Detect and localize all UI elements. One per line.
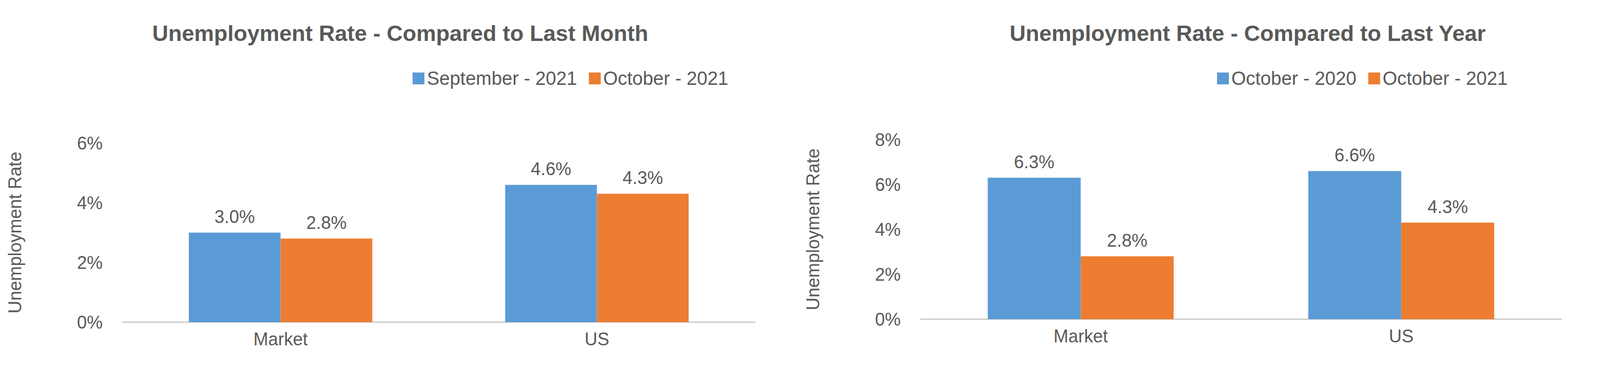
svg-text:4%: 4% xyxy=(76,192,103,214)
svg-text:2.8%: 2.8% xyxy=(1106,230,1148,251)
svg-text:4.3%: 4.3% xyxy=(1427,196,1468,218)
svg-text:2%: 2% xyxy=(76,252,103,273)
svg-text:Unemployment Rate: Unemployment Rate xyxy=(802,148,824,311)
svg-text:US: US xyxy=(584,329,610,350)
svg-text:3.0%: 3.0% xyxy=(214,206,256,228)
svg-text:Unemployment Rate - Compared t: Unemployment Rate - Compared to Last Mon… xyxy=(152,20,648,46)
svg-text:October - 2020: October - 2020 xyxy=(1231,68,1357,89)
svg-text:October - 2021: October - 2021 xyxy=(603,68,728,89)
svg-text:0%: 0% xyxy=(875,309,901,330)
svg-text:October - 2021: October - 2021 xyxy=(1382,68,1508,89)
svg-text:4%: 4% xyxy=(875,219,901,240)
svg-text:6.3%: 6.3% xyxy=(1014,152,1055,173)
svg-text:6.6%: 6.6% xyxy=(1334,145,1375,166)
svg-text:6%: 6% xyxy=(76,133,103,154)
svg-text:2.8%: 2.8% xyxy=(305,212,347,233)
svg-text:4.3%: 4.3% xyxy=(622,167,663,189)
svg-text:US: US xyxy=(1388,326,1414,347)
svg-text:Market: Market xyxy=(1053,326,1108,347)
svg-text:8%: 8% xyxy=(875,129,901,151)
svg-text:Market: Market xyxy=(253,329,308,350)
svg-text:2%: 2% xyxy=(875,264,901,285)
svg-text:Unemployment Rate: Unemployment Rate xyxy=(4,151,26,314)
svg-text:Unemployment Rate - Compared t: Unemployment Rate - Compared to Last Yea… xyxy=(1009,20,1486,46)
svg-text:6%: 6% xyxy=(875,174,901,195)
svg-text:4.6%: 4.6% xyxy=(531,158,572,180)
svg-text:September - 2021: September - 2021 xyxy=(426,68,577,89)
svg-text:0%: 0% xyxy=(76,312,103,333)
